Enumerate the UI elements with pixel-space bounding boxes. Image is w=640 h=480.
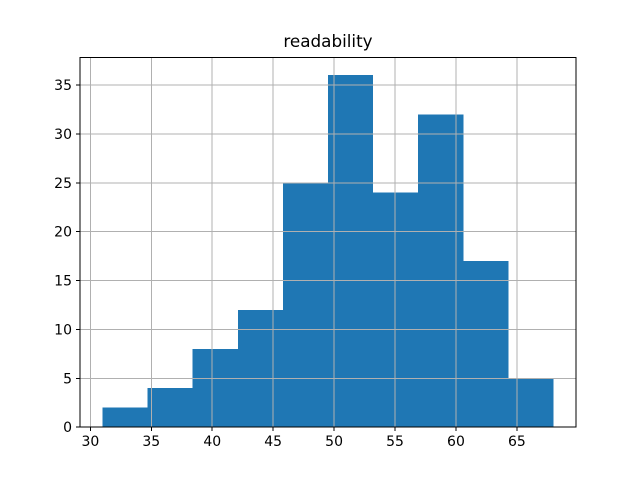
histogram-bar bbox=[418, 114, 464, 428]
x-tick-label: 45 bbox=[264, 434, 282, 450]
y-tick-label: 10 bbox=[54, 322, 72, 338]
chart-title: readability bbox=[283, 31, 372, 51]
y-tick-label: 25 bbox=[54, 176, 72, 192]
plot-border bbox=[79, 57, 577, 428]
histogram-bar bbox=[463, 260, 509, 428]
histogram-bar bbox=[373, 192, 419, 428]
ticks-layer bbox=[76, 84, 518, 432]
histogram-bar bbox=[508, 378, 554, 428]
y-tick-label: 0 bbox=[63, 420, 72, 436]
y-tick-label: 35 bbox=[54, 78, 72, 94]
histogram-bar bbox=[282, 182, 328, 428]
bars-layer bbox=[102, 75, 554, 428]
x-tick-label: 65 bbox=[508, 434, 526, 450]
x-tick-label: 60 bbox=[447, 434, 465, 450]
histogram-bar bbox=[328, 75, 374, 428]
histogram-bar bbox=[147, 388, 193, 428]
y-tick-label: 30 bbox=[54, 127, 72, 143]
y-tick-label: 5 bbox=[63, 371, 72, 387]
y-tick-label: 20 bbox=[54, 225, 72, 241]
grid-layer bbox=[80, 57, 576, 428]
x-tick-label: 40 bbox=[203, 434, 221, 450]
histogram-bar bbox=[192, 348, 238, 428]
tick-labels-layer: 30 35 40 45 50 55 60 65 0 5 10 15 20 25 30 35 bbox=[54, 78, 526, 450]
x-tick-label: 35 bbox=[142, 434, 160, 450]
y-tick-label: 15 bbox=[54, 274, 72, 290]
x-tick-label: 30 bbox=[81, 434, 99, 450]
x-tick-label: 50 bbox=[325, 434, 343, 450]
x-tick-label: 55 bbox=[386, 434, 404, 450]
histogram-bar bbox=[102, 407, 148, 428]
histogram-bar bbox=[237, 309, 283, 428]
